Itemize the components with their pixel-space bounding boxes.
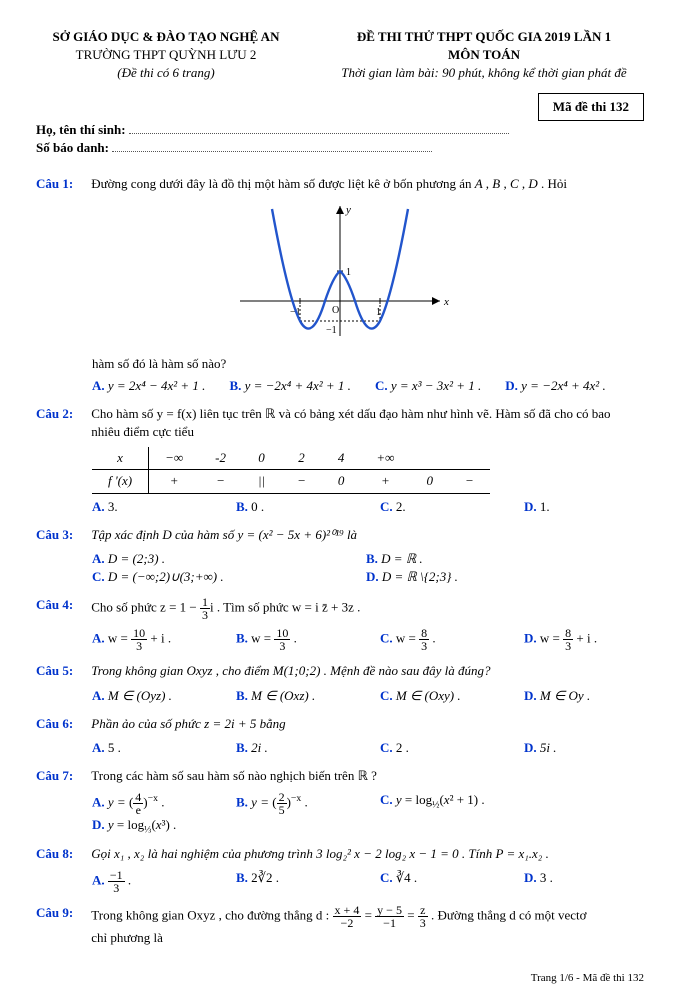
question-4: Câu 4: Cho số phức z = 1 − 13i . Tìm số … (36, 596, 644, 621)
q5-opt-a: A. M ∈ (Oyz) . (92, 687, 212, 705)
student-id-field[interactable] (112, 151, 432, 152)
question-9: Câu 9: Trong không gian Oxyz , cho đường… (36, 904, 644, 947)
q8-options: A. −13 . B. 2∛2 . C. ∛4 . D. 3 . (92, 869, 644, 894)
q3-opt-d: D. D = ℝ \{2;3} . (366, 568, 616, 586)
question-7: Câu 7: Trong các hàm số sau hàm số nào n… (36, 767, 644, 785)
question-3: Câu 3: Tập xác định D của hàm số y = (x²… (36, 526, 644, 544)
student-name-line: Họ, tên thí sinh: (36, 121, 644, 139)
q7-label: Câu 7: (36, 767, 88, 785)
q3-opt-c: C. D = (−∞;2)∪(3;+∞) . (92, 568, 342, 586)
svg-text:−1: −1 (326, 325, 337, 336)
q1-opt-a: A. y = 2x⁴ − 4x² + 1 . (92, 377, 205, 395)
q5-label: Câu 5: (36, 662, 88, 680)
q5-opt-d: D. M ∈ Oy . (524, 687, 590, 705)
q2-opt-b: B. 0 . (236, 498, 356, 516)
q2-opt-a: A. 3. (92, 498, 212, 516)
q2-options: A. 3. B. 0 . C. 2. D. 1. (92, 498, 644, 516)
q4-opt-d: D. w = 83 + i . (524, 627, 597, 652)
q8-opt-d: D. 3 . (524, 869, 553, 894)
q6-label: Câu 6: (36, 715, 88, 733)
student-id-label: Số báo danh: (36, 140, 109, 155)
header-left: SỞ GIÁO DỤC & ĐÀO TẠO NGHỆ AN TRƯỜNG THP… (36, 28, 296, 83)
q6-options: A. 5 . B. 2i . C. 2 . D. 5i . (92, 739, 644, 757)
title-line3: Thời gian làm bài: 90 phút, không kể thờ… (324, 64, 644, 82)
q1-opt-d: D. y = −2x⁴ + 4x² . (505, 377, 605, 395)
student-name-label: Họ, tên thí sinh: (36, 122, 126, 137)
q5-text: Trong không gian Oxyz , cho điểm M(1;0;2… (91, 662, 631, 680)
svg-text:1: 1 (346, 267, 351, 278)
svg-text:y: y (345, 204, 351, 216)
q1-label: Câu 1: (36, 175, 88, 193)
q4-text: Cho số phức z = 1 − 13i . Tìm số phức w … (91, 596, 631, 621)
q7-options: A. y = (4e)−x . B. y = (25)−x . C. y = l… (92, 791, 644, 834)
question-2: Câu 2: Cho hàm số y = f(x) liên tục trên… (36, 405, 644, 441)
q6-opt-a: A. 5 . (92, 739, 212, 757)
q4-opt-a: A. w = 103 + i . (92, 627, 212, 652)
q9-label: Câu 9: (36, 904, 88, 922)
q6-opt-d: D. 5i . (524, 739, 557, 757)
q8-opt-c: C. ∛4 . (380, 869, 500, 894)
org-line2: TRƯỜNG THPT QUỲNH LƯU 2 (36, 46, 296, 64)
q9-text: Trong không gian Oxyz , cho đường thẳng … (91, 904, 631, 947)
question-8: Câu 8: Gọi x₁ , x₂ là hai nghiệm của phư… (36, 845, 644, 863)
q1-text-a: Đường cong dưới đây là đồ thị một hàm số… (91, 176, 475, 191)
quartic-graph: x y O −1 1 1 −1 (230, 201, 450, 341)
q2-sign-table: x −∞ -2 0 2 4 +∞ f '(x) + − || − 0 + 0 − (92, 447, 490, 493)
q4-opt-c: C. w = 83 . (380, 627, 500, 652)
svg-text:x: x (443, 296, 449, 308)
q8-label: Câu 8: (36, 845, 88, 863)
q3-label: Câu 3: (36, 526, 88, 544)
q3-text: Tập xác định D của hàm số y = (x² − 5x +… (91, 526, 631, 544)
q6-text: Phần ảo của số phức z = 2i + 5 bằng (91, 715, 631, 733)
q4-options: A. w = 103 + i . B. w = 103 . C. w = 83 … (92, 627, 644, 652)
q7-text: Trong các hàm số sau hàm số nào nghịch b… (91, 767, 631, 785)
q5-opt-b: B. M ∈ (Oxz) . (236, 687, 356, 705)
question-1: Câu 1: Đường cong dưới đây là đồ thị một… (36, 175, 644, 193)
q5-opt-c: C. M ∈ (Oxy) . (380, 687, 500, 705)
q7-opt-d: D. y = log⅓(x³) . (92, 816, 176, 834)
q3-opt-b: B. D = ℝ . (366, 550, 616, 568)
q5-options: A. M ∈ (Oyz) . B. M ∈ (Oxz) . C. M ∈ (Ox… (92, 687, 644, 705)
svg-text:O: O (332, 305, 339, 316)
q6-opt-c: C. 2 . (380, 739, 500, 757)
q1-text-c: . Hỏi (538, 176, 567, 191)
q7-opt-b: B. y = (25)−x . (236, 791, 356, 816)
q2-text: Cho hàm số y = f(x) liên tục trên ℝ và c… (91, 405, 631, 441)
q8-text: Gọi x₁ , x₂ là hai nghiệm của phương trì… (91, 845, 631, 863)
q1-opt-c: C. y = x³ − 3x² + 1 . (375, 377, 481, 395)
q1-text-b: A , B , C , D (475, 176, 538, 191)
student-id-line: Số báo danh: (36, 139, 644, 157)
q3-opt-a: A. D = (2;3) . (92, 550, 342, 568)
q2-opt-d: D. 1. (524, 498, 550, 516)
title-line1: ĐỀ THI THỬ THPT QUỐC GIA 2019 LẦN 1 (324, 28, 644, 46)
q3-options: A. D = (2;3) . B. D = ℝ . C. D = (−∞;2)∪… (92, 550, 644, 586)
q2-opt-c: C. 2. (380, 498, 500, 516)
q1-options: A. y = 2x⁴ − 4x² + 1 . B. y = −2x⁴ + 4x²… (92, 377, 644, 395)
q7-opt-c: C. y = log½(x² + 1) . (380, 791, 520, 816)
q4-label: Câu 4: (36, 596, 88, 614)
q1-opt-b: B. y = −2x⁴ + 4x² + 1 . (229, 377, 351, 395)
student-info: Họ, tên thí sinh: Số báo danh: (36, 121, 644, 157)
q2-label: Câu 2: (36, 405, 88, 423)
q1-chart: x y O −1 1 1 −1 (36, 201, 644, 346)
q1-after: hàm số đó là hàm số nào? (92, 355, 644, 373)
student-name-field[interactable] (129, 133, 509, 134)
q8-opt-a: A. −13 . (92, 869, 212, 894)
q8-opt-b: B. 2∛2 . (236, 869, 356, 894)
header: SỞ GIÁO DỤC & ĐÀO TẠO NGHỆ AN TRƯỜNG THP… (36, 28, 644, 83)
q7-opt-a: A. y = (4e)−x . (92, 791, 212, 816)
svg-text:1: 1 (376, 307, 381, 318)
question-6: Câu 6: Phần ảo của số phức z = 2i + 5 bằ… (36, 715, 644, 733)
q6-opt-b: B. 2i . (236, 739, 356, 757)
org-line1: SỞ GIÁO DỤC & ĐÀO TẠO NGHỆ AN (36, 28, 296, 46)
q4-opt-b: B. w = 103 . (236, 627, 356, 652)
exam-code: Mã đề thi 132 (538, 93, 644, 121)
header-right: ĐỀ THI THỬ THPT QUỐC GIA 2019 LẦN 1 MÔN … (324, 28, 644, 83)
org-line3: (Đề thi có 6 trang) (36, 64, 296, 82)
question-5: Câu 5: Trong không gian Oxyz , cho điểm … (36, 662, 644, 680)
q1-text: Đường cong dưới đây là đồ thị một hàm số… (91, 175, 631, 193)
title-line2: MÔN TOÁN (324, 46, 644, 64)
page-footer: Trang 1/6 - Mã đề thi 132 (36, 971, 644, 986)
